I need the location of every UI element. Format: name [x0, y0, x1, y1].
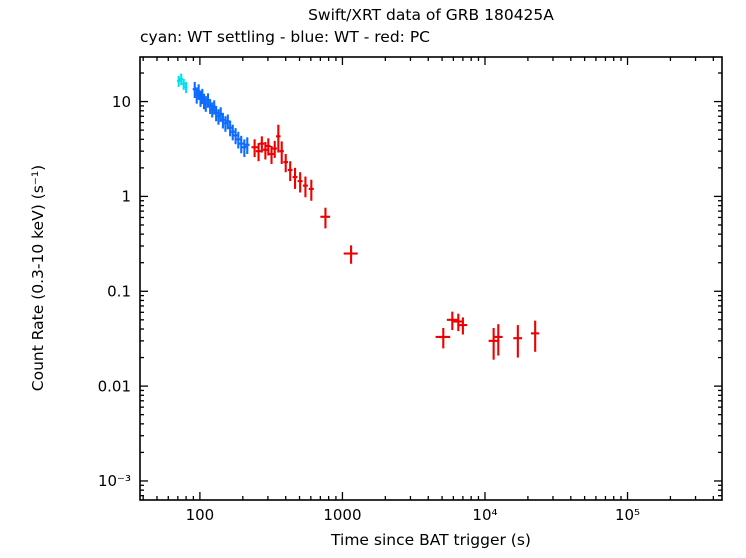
plot-frame: [139, 56, 723, 501]
series-wt-settling: [176, 73, 188, 94]
chart-title: Swift/XRT data of GRB 180425A: [308, 6, 554, 24]
x-tick-label: 10⁴: [472, 506, 497, 524]
series-pc: [251, 124, 540, 360]
y-tick-label: 0.1: [107, 283, 131, 301]
axis-ticks: [140, 57, 722, 500]
y-tick-label: 0.01: [98, 377, 131, 395]
tick-labels: 100 1000 10⁴ 10⁵ 10 1 0.1 0.01 10⁻³: [98, 93, 640, 524]
series-wt: [192, 81, 250, 158]
y-tick-label: 1: [121, 188, 131, 206]
x-tick-label: 1000: [323, 506, 361, 524]
chart-subtitle: cyan: WT settling - blue: WT - red: PC: [140, 28, 430, 46]
x-tick-label: 10⁵: [615, 506, 640, 524]
y-tick-label: 10⁻³: [98, 472, 131, 490]
x-tick-label: 100: [186, 506, 215, 524]
x-axis-label: Time since BAT trigger (s): [331, 531, 531, 549]
y-tick-label: 10: [112, 93, 131, 111]
